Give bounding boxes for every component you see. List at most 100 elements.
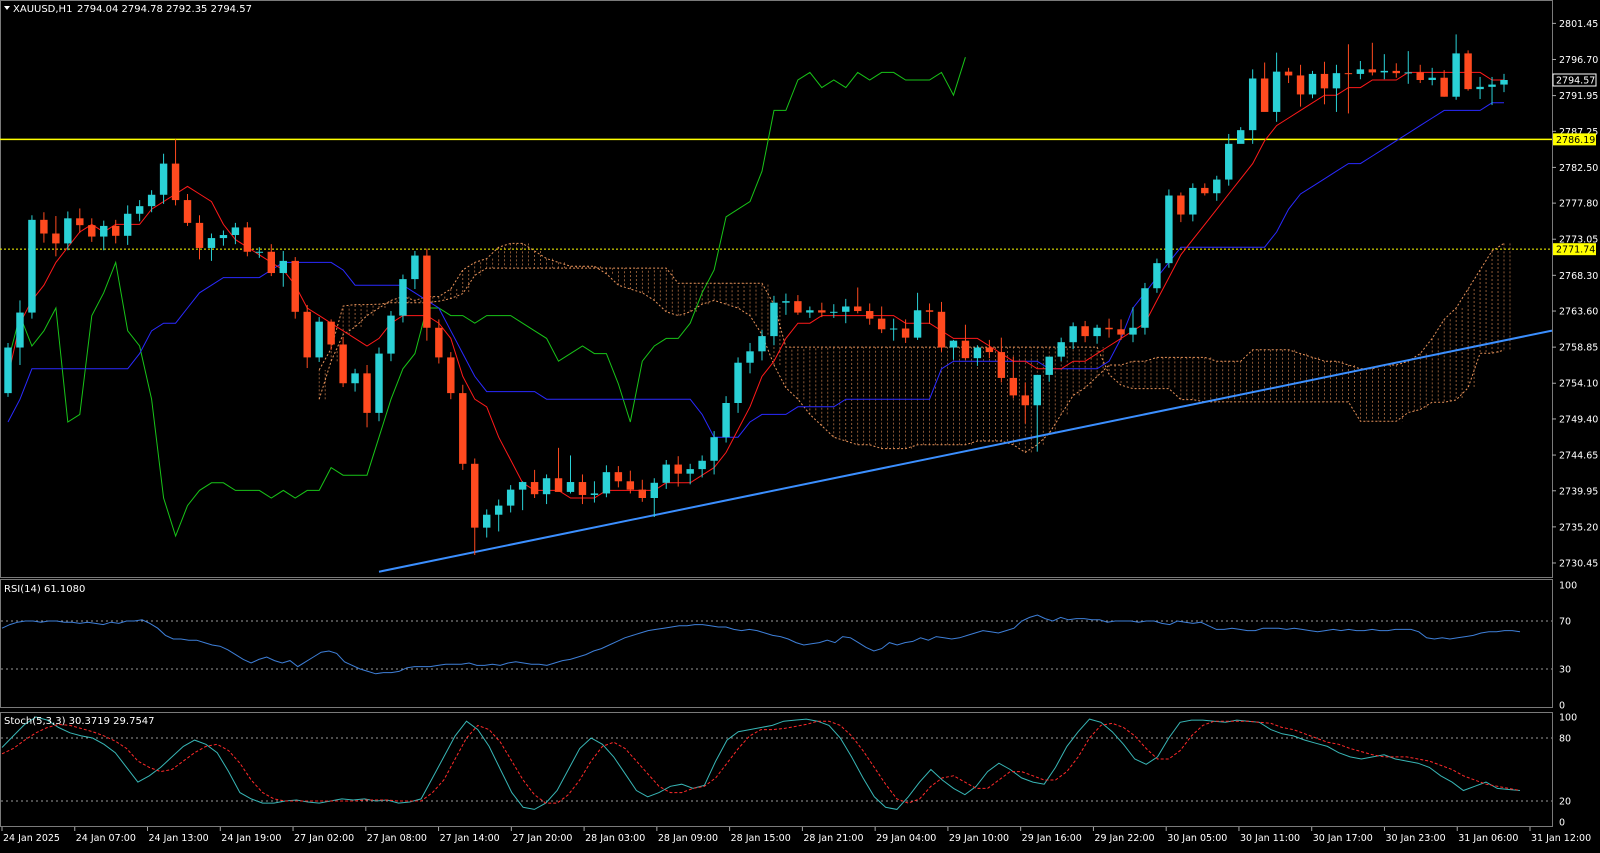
price-tick-label: 2730.45 (1559, 558, 1598, 569)
candle-body (88, 225, 96, 237)
level-badge-label: 2786.19 (1556, 135, 1595, 146)
candle-body (1129, 327, 1137, 335)
price-tick-label: 2758.85 (1559, 343, 1598, 354)
candle-body (806, 310, 814, 313)
candle-body (854, 306, 862, 312)
time-tick-label: 28 Jan 21:00 (803, 833, 863, 844)
candle-body (147, 194, 156, 207)
stoch-label: Stoch(5,3,3) 30.3719 29.7547 (4, 716, 155, 727)
candle-body (578, 482, 587, 495)
candle-body (1296, 75, 1305, 95)
candle-body (770, 302, 778, 337)
time-tick-label: 31 Jan 12:00 (1531, 833, 1591, 844)
price-tick-label: 2801.45 (1559, 19, 1598, 30)
senkou-span-b (318, 267, 1505, 422)
candle-body (135, 206, 144, 214)
candle-body (291, 260, 299, 312)
time-tick-label: 24 Jan 2025 (3, 833, 60, 844)
price-tick-label: 2796.70 (1559, 55, 1598, 66)
candle-body (782, 301, 790, 303)
time-tick-label: 29 Jan 22:00 (1094, 833, 1154, 844)
candle-body (1308, 73, 1317, 95)
candle-body (889, 328, 898, 330)
candle-body (1057, 342, 1065, 357)
candle-body (590, 493, 599, 495)
candle-body (231, 227, 240, 236)
candle-body (1033, 374, 1041, 406)
candle-body (123, 213, 132, 236)
candle-body (255, 251, 264, 253)
candle-body (674, 464, 682, 474)
candle-body (1260, 78, 1269, 112)
candle-body (471, 463, 479, 528)
candle-body (1141, 288, 1149, 328)
candle-body (530, 482, 539, 495)
candle-body (1500, 80, 1508, 85)
candle-body (614, 472, 623, 482)
candle-body (602, 472, 611, 494)
candle-body (40, 219, 48, 234)
candle-body (830, 311, 838, 313)
candle-body (734, 362, 742, 403)
candle-body (267, 251, 276, 274)
candle-body (1380, 70, 1389, 73)
candle-body (1272, 71, 1281, 112)
candle-body (1248, 78, 1257, 131)
time-tick-label: 30 Jan 23:00 (1385, 833, 1445, 844)
time-tick-label: 30 Jan 05:00 (1167, 833, 1227, 844)
candle-body (112, 225, 120, 236)
stochastic-panel: 100 80 20 0 (1, 713, 1577, 829)
candle-body (159, 163, 168, 195)
candle-body (937, 311, 946, 348)
candle-body (1404, 72, 1412, 74)
candle-body (1189, 187, 1197, 215)
candle-body (626, 481, 635, 490)
rsi-label: RSI(14) 61.1080 (4, 584, 85, 595)
candle-body (842, 306, 850, 312)
price-tick-label: 2735.20 (1559, 522, 1598, 533)
candle-body (363, 373, 371, 413)
candle-body (1165, 195, 1173, 264)
chart-menu-triangle-icon[interactable] (4, 6, 10, 10)
time-tick-label: 29 Jan 16:00 (1022, 833, 1082, 844)
price-tick-label: 2787.25 (1559, 127, 1598, 138)
candle-body (64, 218, 72, 244)
candle-body (1488, 84, 1496, 87)
candle-body (315, 321, 323, 358)
candle-body (339, 344, 347, 384)
candle-body (913, 310, 922, 338)
candle-body (650, 482, 658, 498)
stoch-tick-label: 20 (1559, 797, 1571, 808)
rsi-tick-label: 70 (1559, 617, 1571, 628)
candle-body (686, 469, 694, 474)
candle-body (1368, 69, 1377, 73)
stoch-tick-label: 100 (1559, 713, 1577, 724)
candle-body (1105, 327, 1113, 330)
time-tick-label: 29 Jan 04:00 (876, 833, 936, 844)
candle-body (303, 311, 311, 358)
candle-body (1177, 195, 1185, 215)
candle-body (1476, 86, 1484, 90)
candle-body (949, 340, 958, 348)
time-tick-label: 27 Jan 02:00 (294, 833, 354, 844)
candle-body (1009, 377, 1018, 396)
time-tick-label: 30 Jan 11:00 (1240, 833, 1300, 844)
candle-body (483, 514, 491, 528)
candle-body (865, 311, 874, 319)
candle-body (985, 347, 994, 353)
candle-body (1153, 263, 1161, 289)
candle-body (542, 478, 551, 495)
candle-body (279, 260, 287, 274)
ichimoku-cloud (318, 242, 1511, 453)
candle-body (758, 336, 766, 352)
candle-body (710, 437, 718, 461)
time-tick-label: 28 Jan 09:00 (658, 833, 718, 844)
candle-body (1021, 395, 1029, 406)
candle-body (1356, 69, 1365, 74)
time-axis: 24 Jan 2025 24 Jan 07:00 24 Jan 13:00 24 Ja… (1, 827, 1591, 844)
rsi-tick-label: 30 (1559, 665, 1571, 676)
price-tick-label: 2749.40 (1559, 414, 1598, 425)
candle-body (1081, 326, 1089, 337)
candle-body (100, 225, 108, 237)
candle-body (901, 328, 910, 338)
